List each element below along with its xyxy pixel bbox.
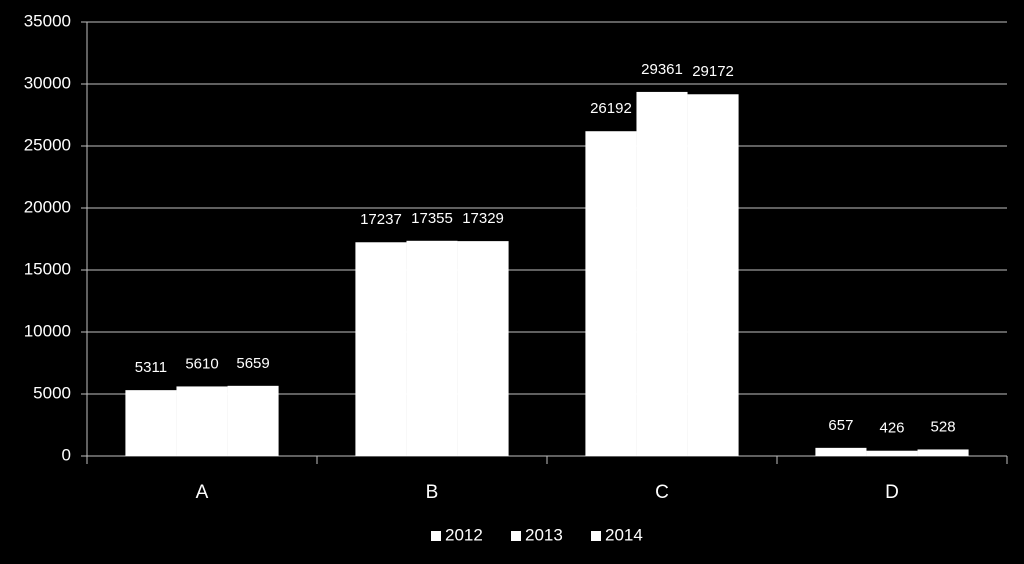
y-tick-label: 0 [62, 445, 71, 464]
y-tick-label: 10000 [24, 321, 71, 340]
legend-swatch [431, 531, 441, 541]
y-tick-label: 20000 [24, 197, 71, 216]
legend-label: 2012 [445, 525, 483, 544]
bar [687, 94, 739, 456]
data-label: 26192 [590, 100, 632, 117]
data-label: 657 [828, 417, 853, 434]
y-tick-label: 25000 [24, 135, 71, 154]
bar [815, 447, 867, 456]
data-label: 426 [879, 420, 904, 437]
data-label: 5610 [185, 355, 218, 372]
data-label: 5311 [135, 359, 167, 376]
bar [457, 241, 509, 456]
x-tick-label: D [885, 482, 899, 503]
bar [355, 242, 407, 456]
bar [125, 390, 177, 456]
y-tick-label: 35000 [24, 11, 71, 30]
x-tick-label: C [655, 482, 669, 503]
bar [866, 450, 918, 456]
bar [227, 385, 279, 456]
data-label: 17355 [411, 210, 453, 227]
legend-swatch [591, 531, 601, 541]
data-label: 528 [931, 418, 956, 435]
legend-label: 2013 [525, 525, 563, 544]
bar [585, 131, 637, 457]
legend-swatch [511, 531, 521, 541]
y-tick-label: 5000 [33, 383, 71, 402]
bar [636, 91, 688, 457]
data-label: 17329 [462, 210, 504, 227]
bar [176, 386, 228, 456]
y-tick-label: 30000 [24, 73, 71, 92]
x-tick-label: B [426, 482, 439, 503]
bar [406, 240, 458, 456]
data-label: 29361 [641, 61, 683, 78]
data-label: 5659 [236, 355, 269, 372]
bar [917, 449, 969, 456]
x-tick-label: A [196, 482, 209, 503]
y-tick-label: 15000 [24, 259, 71, 278]
data-label: 29172 [692, 63, 734, 80]
legend-label: 2014 [605, 525, 643, 544]
data-label: 17237 [360, 211, 402, 228]
